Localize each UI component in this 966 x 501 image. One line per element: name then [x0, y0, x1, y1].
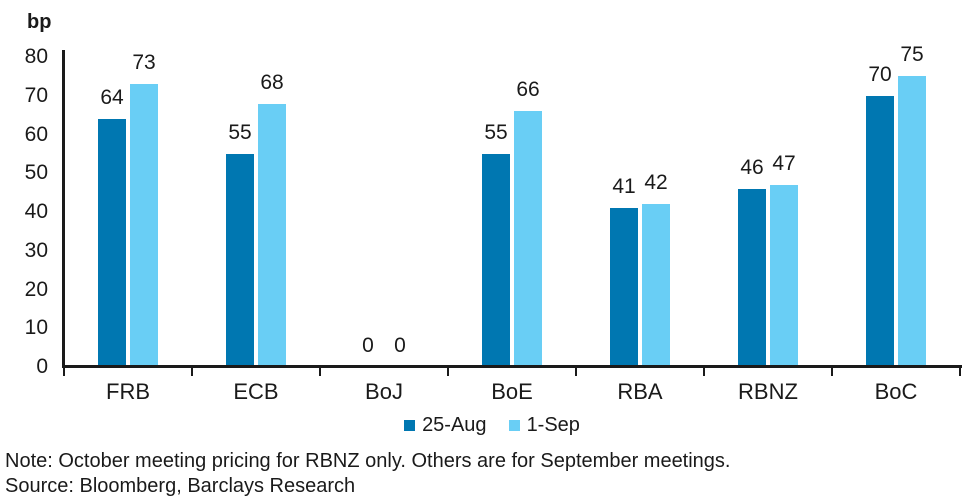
- x-axis-tick: [191, 365, 193, 376]
- y-axis-tick-label: 80: [24, 45, 48, 68]
- x-axis-tick: [959, 365, 961, 376]
- x-axis-category-label: RBNZ: [738, 379, 798, 404]
- x-axis-tick: [63, 365, 65, 376]
- bar-value-label: 73: [132, 51, 156, 75]
- bar-1-sep-rba: [642, 204, 670, 367]
- legend-label: 25-Aug: [422, 414, 487, 436]
- x-axis-tick: [831, 365, 833, 376]
- bar-value-label: 55: [228, 120, 252, 144]
- legend-item-25-aug: 25-Aug: [404, 412, 487, 438]
- y-axis-tick-label: 40: [24, 200, 48, 223]
- x-axis-tick: [575, 365, 577, 376]
- y-axis-tick-label: 10: [24, 316, 48, 340]
- x-axis-category-label: BoC: [874, 379, 918, 404]
- bar-value-label: 64: [100, 86, 124, 109]
- bar-25-aug-boe: [482, 153, 510, 367]
- legend-item-1-sep: 1-Sep: [508, 412, 580, 438]
- chart-footer: Note: October meeting pricing for RBNZ o…: [5, 449, 731, 499]
- bar-value-label: 0: [362, 334, 374, 357]
- x-axis-tick: [319, 365, 321, 376]
- y-axis-tick-label: 30: [24, 238, 48, 262]
- bar-value-label: 75: [900, 43, 924, 67]
- bar-25-aug-rba: [610, 208, 638, 367]
- x-axis-category-label: FRB: [106, 379, 150, 404]
- y-axis-tick-label: 50: [24, 161, 48, 185]
- bar-value-label: 41: [612, 175, 636, 199]
- bar-1-sep-boc: [898, 76, 926, 367]
- bar-value-label: 46: [740, 155, 764, 179]
- bar-25-aug-boc: [866, 95, 894, 367]
- bar-value-label: 70: [868, 62, 892, 86]
- x-axis-tick: [703, 365, 705, 376]
- source-text: Source: Bloomberg, Barclays Research: [5, 475, 356, 497]
- note-text: Note: October meeting pricing for RBNZ o…: [5, 450, 731, 472]
- legend-swatch-icon: [404, 419, 416, 431]
- bar-value-label: 68: [260, 70, 284, 94]
- bar-1-sep-frb: [130, 84, 158, 367]
- x-axis-category-label: ECB: [233, 379, 279, 404]
- bar-1-sep-boe: [514, 111, 542, 367]
- bar-value-label: 47: [772, 151, 796, 175]
- x-axis-category-label: BoJ: [365, 379, 403, 404]
- bar-1-sep-ecb: [258, 103, 286, 367]
- legend-swatch-icon: [508, 419, 520, 431]
- y-axis-tick-label: 60: [24, 122, 48, 146]
- y-axis-tick-label: 20: [24, 277, 48, 301]
- bar-value-label: 55: [484, 120, 508, 144]
- x-axis-category-label: BoE: [491, 379, 533, 404]
- x-axis-line: [62, 365, 962, 368]
- bar-25-aug-frb: [98, 119, 126, 367]
- bar-value-label: 0: [394, 334, 406, 357]
- y-axis-line: [62, 50, 65, 368]
- y-axis-tick-label: 0: [36, 355, 48, 378]
- bar-1-sep-rbnz: [770, 184, 798, 367]
- legend-label: 1-Sep: [526, 414, 580, 436]
- bar-25-aug-rbnz: [738, 188, 766, 367]
- chart-legend: 25-Aug 1-Sep: [44, 412, 940, 438]
- bar-value-label: 42: [644, 171, 668, 195]
- x-axis-category-label: RBA: [617, 379, 663, 404]
- y-axis-tick-label: 70: [24, 83, 48, 107]
- bar-25-aug-ecb: [226, 153, 254, 367]
- y-axis-unit-label: bp: [27, 11, 52, 33]
- x-axis-tick: [447, 365, 449, 376]
- bar-value-label: 66: [516, 78, 540, 102]
